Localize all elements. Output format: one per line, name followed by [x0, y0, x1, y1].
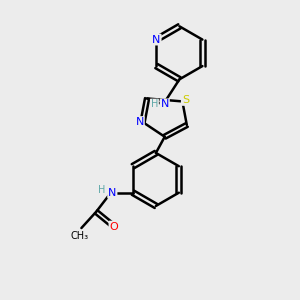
Text: N: N: [136, 117, 144, 127]
Text: O: O: [110, 222, 118, 232]
Text: H: H: [98, 185, 106, 195]
Text: S: S: [182, 95, 189, 105]
Text: N: N: [108, 188, 116, 198]
Text: N: N: [152, 34, 161, 45]
Text: N: N: [160, 99, 169, 110]
Text: CH₃: CH₃: [71, 231, 89, 241]
Text: H: H: [151, 99, 158, 110]
